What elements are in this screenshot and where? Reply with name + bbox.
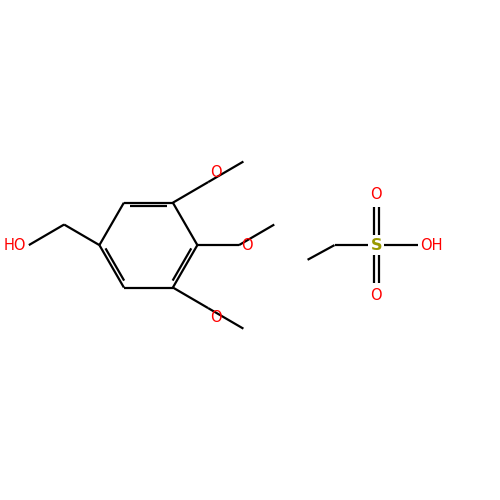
Text: HO: HO [4, 238, 26, 252]
Text: O: O [210, 310, 222, 325]
Text: O: O [242, 238, 253, 252]
Text: S: S [370, 238, 382, 252]
Text: OH: OH [420, 238, 442, 252]
Text: O: O [210, 165, 222, 180]
Text: O: O [370, 187, 382, 202]
Text: O: O [370, 288, 382, 303]
